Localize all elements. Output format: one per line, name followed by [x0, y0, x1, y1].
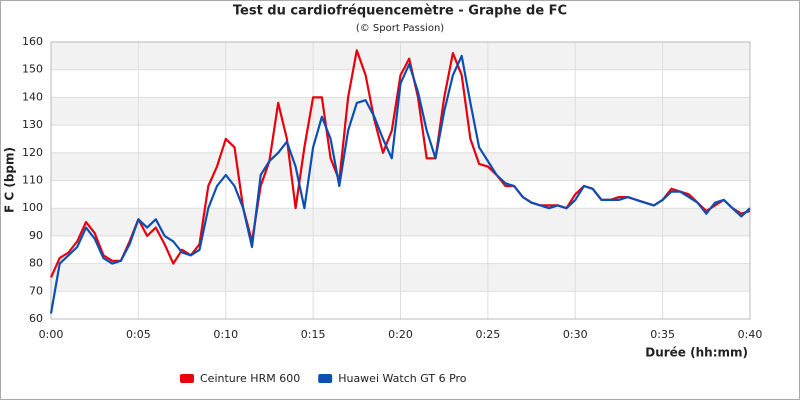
y-tick-label: 70 [29, 284, 43, 297]
y-tick-label: 120 [22, 146, 43, 159]
legend-label: Ceinture HRM 600 [200, 372, 300, 385]
y-tick-label: 130 [22, 118, 43, 131]
y-tick-label: 150 [22, 63, 43, 76]
legend-label: Huawei Watch GT 6 Pro [338, 372, 467, 385]
plot-border [50, 41, 751, 320]
x-tick-label: 0:15 [301, 328, 326, 341]
y-tick-label: 110 [22, 174, 43, 187]
y-tick-label: 60 [29, 312, 43, 325]
x-tick-label: 0:35 [650, 328, 675, 341]
x-tick-label: 0:40 [738, 328, 763, 341]
chart-title: Test du cardiofréquencemètre - Graphe de… [233, 4, 567, 19]
y-axis-label: F C (bpm) [3, 147, 17, 213]
y-tick-label: 160 [22, 35, 43, 48]
legend-swatch [180, 374, 194, 383]
x-tick-label: 0:05 [126, 328, 151, 341]
x-tick-label: 0:25 [476, 328, 501, 341]
chart-subtitle: (© Sport Passion) [356, 23, 444, 34]
series-line [49, 54, 751, 314]
x-tick-label: 0:10 [213, 328, 238, 341]
x-tick-label: 0:30 [563, 328, 588, 341]
x-axis-label: Durée (hh:mm) [645, 346, 748, 360]
y-tick-label: 100 [22, 201, 43, 214]
y-tick-label: 80 [29, 257, 43, 270]
y-tick-label: 140 [22, 90, 43, 103]
legend-swatch [318, 374, 333, 383]
x-tick-label: 0:00 [39, 328, 64, 341]
x-tick-label: 0:20 [388, 328, 413, 341]
y-tick-label: 90 [29, 229, 43, 242]
